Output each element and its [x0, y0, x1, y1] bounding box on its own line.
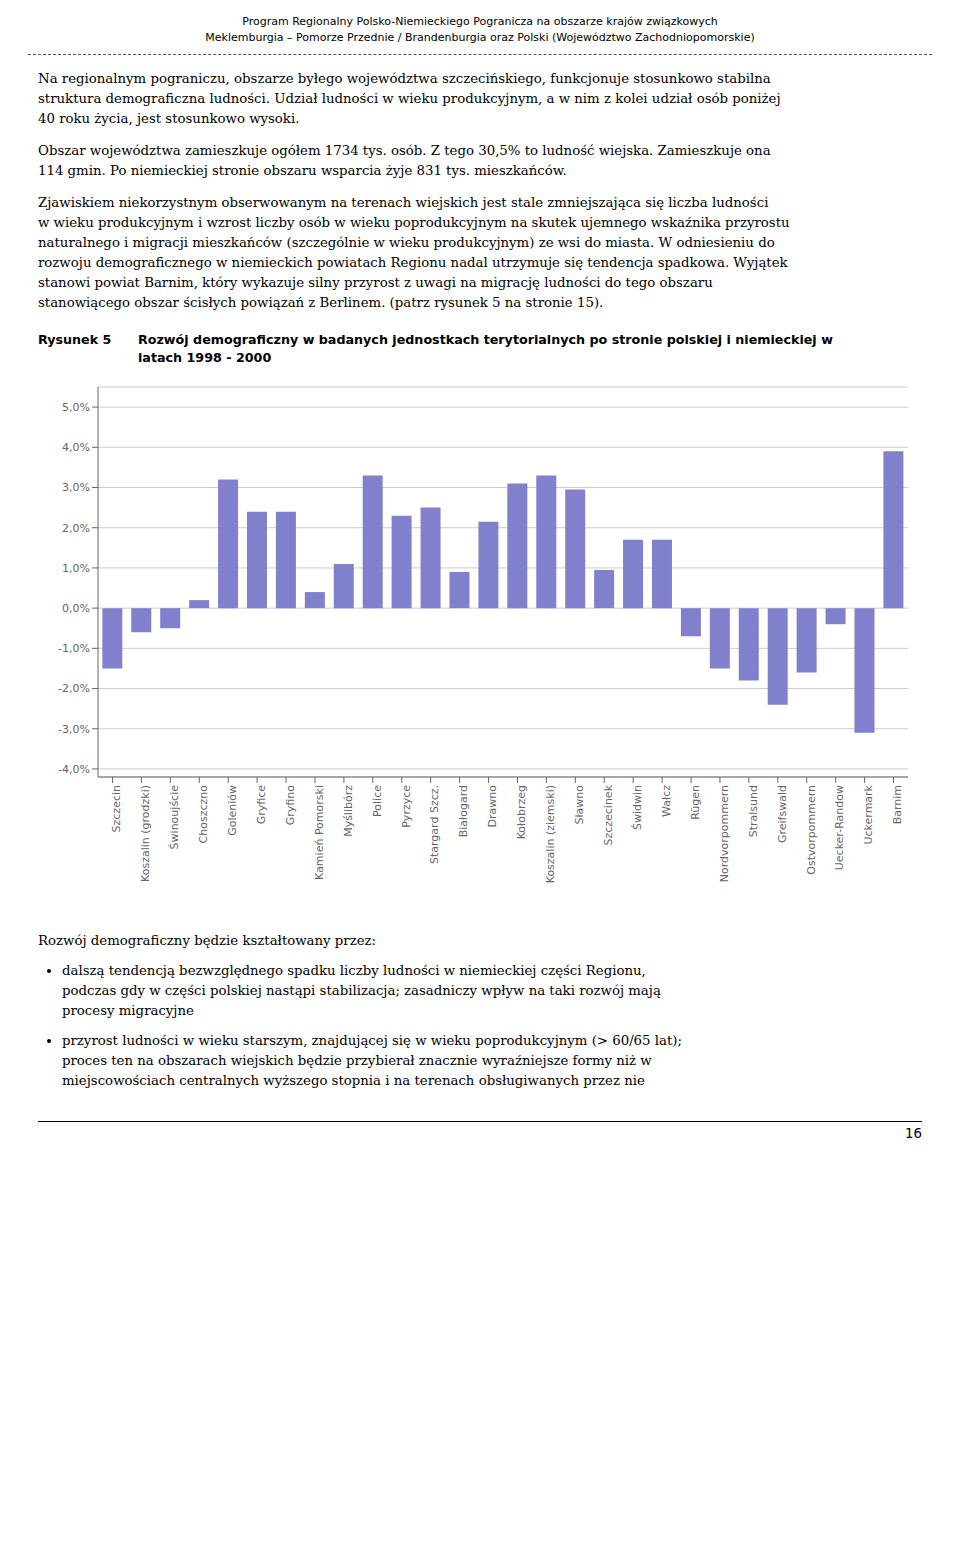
svg-text:Ostvorpommern: Ostvorpommern: [805, 785, 818, 875]
svg-text:0,0%: 0,0%: [62, 602, 90, 615]
html-text:przyrost ludności w wieku star: przyrost ludności w wieku starszym, znaj…: [62, 1033, 682, 1048]
svg-text:Sławno: Sławno: [573, 785, 586, 825]
svg-text:Stargard Szcz.: Stargard Szcz.: [428, 785, 441, 864]
html-text:stanowiącego obszar ścisłych p: stanowiącego obszar ścisłych powiązań z …: [38, 295, 604, 310]
html-text:Rozwój demograficzny będzie ks: Rozwój demograficzny będzie kształtowany…: [38, 933, 377, 948]
svg-text:Szczecinek: Szczecinek: [602, 784, 615, 845]
svg-text:5,0%: 5,0%: [62, 401, 90, 414]
html-text:Meklemburgia – Pomorze Przedni: Meklemburgia – Pomorze Przednie / Brande…: [205, 31, 755, 44]
svg-text:Białogard: Białogard: [457, 785, 470, 837]
html-text:proces ten na obszarach wiejsk: proces ten na obszarach wiejskich będzie…: [62, 1053, 652, 1068]
html-text:114 gmin. Po niemieckiej stron: 114 gmin. Po niemieckiej stronie obszaru…: [38, 163, 567, 178]
html-text:16: 16: [905, 1126, 922, 1141]
svg-text:Świnoujście: Świnoujście: [168, 785, 181, 850]
svg-text:Police: Police: [371, 785, 384, 817]
svg-text:Uckermark: Uckermark: [862, 784, 875, 844]
svg-text:3,0%: 3,0%: [62, 481, 90, 494]
html-text:rozwoju demograficznego w niem: rozwoju demograficznego w niemieckich po…: [38, 255, 788, 270]
svg-text:Myślibórz: Myślibórz: [342, 785, 355, 837]
svg-text:-3,0%: -3,0%: [58, 723, 90, 736]
svg-text:Uecker-Randow: Uecker-Randow: [833, 785, 846, 870]
html-text:podczas gdy w części polskiej: podczas gdy w części polskiej nastąpi st…: [62, 983, 661, 998]
svg-text:Stralsund: Stralsund: [747, 785, 760, 837]
html-text:struktura demograficzna ludnoś: struktura demograficzna ludności. Udział…: [38, 91, 781, 106]
html-text:Zjawiskiem niekorzystnym obser: Zjawiskiem niekorzystnym obserwowanym na…: [38, 195, 769, 210]
html-text:procesy migracyjne: procesy migracyjne: [62, 1003, 194, 1018]
svg-text:Goleniów: Goleniów: [226, 785, 239, 836]
html-text:Program Regionalny Polsko-Niem: Program Regionalny Polsko-Niemieckiego P…: [242, 15, 718, 28]
svg-text:Koszalin (grodzki): Koszalin (grodzki): [139, 785, 152, 882]
svg-text:-1,0%: -1,0%: [58, 642, 90, 655]
svg-text:Kołobrzeg: Kołobrzeg: [515, 785, 528, 839]
svg-text:Świdwin: Świdwin: [631, 785, 644, 830]
svg-text:Rügen: Rügen: [689, 785, 702, 820]
html-text:Na regionalnym pograniczu, obs: Na regionalnym pograniczu, obszarze byłe…: [38, 71, 771, 86]
svg-text:Greifswald: Greifswald: [776, 785, 789, 843]
svg-text:Wałcz: Wałcz: [660, 785, 673, 817]
svg-text:Koszalin (ziemski): Koszalin (ziemski): [544, 785, 557, 883]
html-text:w wieku produkcyjnym i wzrost: w wieku produkcyjnym i wzrost liczby osó…: [38, 215, 790, 230]
html-text:Rysunek 5: Rysunek 5: [38, 332, 112, 347]
svg-text:Choszczno: Choszczno: [197, 785, 210, 844]
svg-text:Kamień Pomorski: Kamień Pomorski: [313, 785, 326, 880]
svg-text:Gryfice: Gryfice: [255, 785, 268, 825]
html-text:naturalnego i migracji mieszka: naturalnego i migracji mieszkańców (szcz…: [38, 235, 775, 250]
html-text:Obszar województwa zamieszkuje: Obszar województwa zamieszkuje ogółem 17…: [38, 143, 771, 158]
svg-text:Szczecin: Szczecin: [110, 785, 123, 832]
svg-text:1,0%: 1,0%: [62, 562, 90, 575]
svg-text:Barnim: Barnim: [891, 785, 904, 824]
html-text:40 roku życia, jest stosunkowo: 40 roku życia, jest stosunkowo wysoki.: [38, 111, 300, 126]
html-text:stanowi powiat Barnim, który w: stanowi powiat Barnim, który wykazuje si…: [38, 275, 713, 290]
svg-text:Nordvorpommern: Nordvorpommern: [718, 785, 731, 882]
svg-text:-4,0%: -4,0%: [58, 763, 90, 776]
svg-text:4,0%: 4,0%: [62, 441, 90, 454]
svg-text:2,0%: 2,0%: [62, 522, 90, 535]
html-text:dalszą tendencją bezwzględnego: dalszą tendencją bezwzględnego spadku li…: [62, 963, 646, 978]
svg-text:Drawno: Drawno: [486, 785, 499, 828]
html-text:Rozwój demograficzny w badanyc: Rozwój demograficzny w badanych jednostk…: [138, 332, 833, 365]
svg-text:Gryfino: Gryfino: [284, 785, 297, 825]
html-text:miejscowościach centralnych wy: miejscowościach centralnych wyższego sto…: [62, 1073, 645, 1088]
svg-text:Pyrzyce: Pyrzyce: [400, 785, 413, 828]
svg-text:-2,0%: -2,0%: [58, 682, 90, 695]
